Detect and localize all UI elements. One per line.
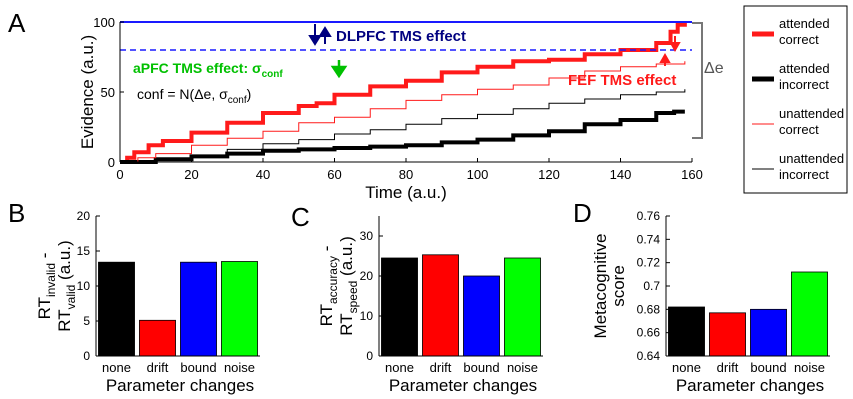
evidence-series-2 xyxy=(120,109,685,164)
y-tick-label: 0.7 xyxy=(643,279,660,293)
panel-letter-d: D xyxy=(573,198,592,228)
x-tick-label: drift xyxy=(717,360,739,375)
y-tick-label: 30 xyxy=(360,229,374,243)
metacognitive-score-chart: none drift bound noise 0.64 0.66 0.68 0.7 0.72 0.… xyxy=(591,209,830,395)
x-tick-label: 60 xyxy=(327,167,341,182)
y-axis-label: RTaccuracy - xyxy=(317,246,340,327)
y-axis-label: score xyxy=(609,265,628,307)
x-tick-label: 140 xyxy=(610,167,632,182)
x-tick-label: noise xyxy=(794,360,825,375)
y-tick-label: 0 xyxy=(108,155,115,170)
legend-label: unattended xyxy=(779,106,844,121)
fef-arrows xyxy=(659,36,681,66)
y-axis-label: RTspeed (a.u.) xyxy=(337,236,360,335)
legend-label: attended xyxy=(779,61,830,76)
bar-drift xyxy=(422,254,459,357)
bar-noise xyxy=(504,257,541,357)
evidence-chart: 0 20 40 60 80 100 120 140 160 0 50 100 Time (a.u.) Ev… xyxy=(78,15,724,202)
bar-drift xyxy=(709,312,746,357)
evidence-series-3 xyxy=(120,61,686,163)
legend-box xyxy=(743,5,848,194)
y-tick-label: 50 xyxy=(101,85,115,100)
y-tick-label: 0.72 xyxy=(637,256,661,270)
x-tick-label: 160 xyxy=(681,167,703,182)
x-tick-label: 40 xyxy=(256,167,270,182)
x-tick-label: 20 xyxy=(184,167,198,182)
x-tick-label: none xyxy=(102,360,131,375)
bar-noise xyxy=(221,261,258,357)
apfc-effect-label: aPFC TMS effect: σconf xyxy=(133,60,283,80)
evidence-axes: 0 20 40 60 80 100 120 140 160 0 50 100 Time (a.u.) Ev… xyxy=(78,15,703,202)
y-tick-label: 10 xyxy=(77,279,91,293)
confidence-formula: conf = N(Δe, σconf) xyxy=(137,86,251,106)
y-tick-label: 10 xyxy=(360,309,374,323)
x-tick-label: none xyxy=(385,360,414,375)
panel-letter-a: A xyxy=(8,8,26,38)
fef-effect-label: FEF TMS effect xyxy=(568,72,676,89)
legend-label: attended xyxy=(779,16,830,31)
x-tick-label: 80 xyxy=(399,167,413,182)
legend-label: correct xyxy=(779,32,819,47)
evidence-series-4 xyxy=(120,89,686,163)
x-tick-label: bound xyxy=(463,360,499,375)
x-tick-label: bound xyxy=(750,360,786,375)
x-tick-label: drift xyxy=(430,360,452,375)
panel-letter-c: C xyxy=(291,202,310,232)
legend-label: incorrect xyxy=(779,77,829,92)
bar-none xyxy=(98,261,135,357)
bar-bound xyxy=(463,275,500,357)
y-tick-label: 0 xyxy=(366,349,373,363)
y-axis-label: RTinvalid - xyxy=(35,253,58,320)
x-tick-label: 120 xyxy=(538,167,560,182)
bar-none xyxy=(668,306,705,357)
y-axis-label: Metacognitive xyxy=(591,234,610,339)
dlpfc-effect-label: DLPFC TMS effect xyxy=(336,28,466,45)
dlpfc-arrows xyxy=(308,24,332,46)
y-tick-label: 5 xyxy=(83,314,90,328)
bar-drift xyxy=(139,319,176,357)
bar-noise xyxy=(791,271,828,357)
bar-bound xyxy=(180,261,217,357)
delta-e-label: Δe xyxy=(704,60,724,77)
y-tick-label: 0.64 xyxy=(637,349,661,363)
x-tick-label: bound xyxy=(180,360,216,375)
y-tick-label: 15 xyxy=(77,244,91,258)
y-tick-label: 0.66 xyxy=(637,326,661,340)
y-tick-label: 0.68 xyxy=(637,302,661,316)
x-axis-label: Parameter changes xyxy=(676,376,824,395)
legend-label: unattended xyxy=(779,151,844,166)
bar-none xyxy=(381,257,418,357)
y-tick-label: 20 xyxy=(77,209,91,223)
y-axis-label: Evidence (a.u.) xyxy=(78,35,97,149)
x-tick-label: drift xyxy=(147,360,169,375)
x-tick-label: none xyxy=(672,360,701,375)
y-tick-label: 0.74 xyxy=(637,232,661,246)
y-tick-label: 0.76 xyxy=(637,209,661,223)
y-tick-label: 0 xyxy=(83,349,90,363)
x-tick-label: noise xyxy=(507,360,538,375)
rt-validity-chart: none drift bound noise 0 5 10 15 20 Parameter cha… xyxy=(35,209,260,395)
y-tick-label: 20 xyxy=(360,269,374,283)
apfc-arrow xyxy=(330,60,348,79)
panel-letter-b: B xyxy=(8,198,25,228)
bar-bound xyxy=(750,308,787,357)
legend-label: incorrect xyxy=(779,167,829,182)
y-axis-label: RTvalid (a.u.) xyxy=(55,240,78,331)
x-tick-label: noise xyxy=(224,360,255,375)
rt-speed-accuracy-chart: none drift bound noise 0 10 20 30 Parameter chan… xyxy=(317,216,543,395)
legend-label: correct xyxy=(779,122,819,137)
x-axis-label: Time (a.u.) xyxy=(365,183,447,202)
x-tick-label: 100 xyxy=(467,167,489,182)
x-axis-label: Parameter changes xyxy=(389,376,537,395)
x-axis-label: Parameter changes xyxy=(106,376,254,395)
y-tick-label: 100 xyxy=(93,15,115,30)
legend: attendedcorrectattendedincorrectunattend… xyxy=(743,5,848,194)
x-tick-label: 0 xyxy=(116,167,123,182)
delta-e-bracket xyxy=(692,22,703,139)
